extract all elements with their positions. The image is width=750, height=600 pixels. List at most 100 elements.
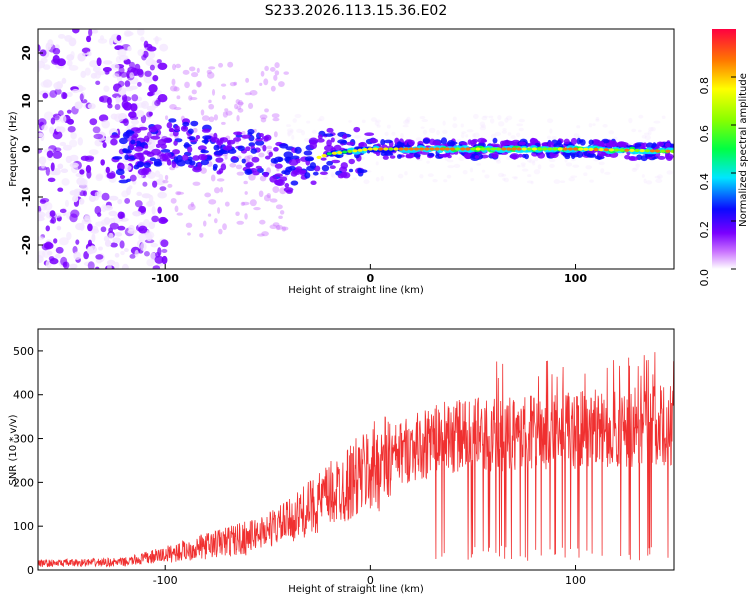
spectrogram-cell bbox=[122, 148, 127, 152]
spectrogram-cell bbox=[271, 113, 280, 119]
spectrogram-cell bbox=[465, 134, 469, 138]
spectrogram-cell bbox=[113, 113, 124, 123]
spectrogram-cell bbox=[87, 223, 93, 232]
spectrogram-cell bbox=[466, 129, 474, 133]
spectrogram-cell bbox=[547, 141, 555, 149]
snr-x-axis-label: Height of straight line (km) bbox=[288, 584, 424, 595]
spectrogram-cell bbox=[278, 215, 283, 220]
spectrogram-cell bbox=[114, 252, 120, 258]
spectrogram-cell bbox=[187, 128, 194, 135]
spectrogram-cell bbox=[331, 173, 336, 179]
spectrogram-cell bbox=[95, 221, 105, 227]
spectrogram-cell bbox=[190, 71, 199, 78]
spectrogram-cell bbox=[278, 81, 285, 87]
spectrogram-cell bbox=[360, 156, 365, 160]
spectrogram-cell bbox=[542, 147, 548, 151]
spectrogram-cell bbox=[188, 136, 196, 141]
spectrogram-cell bbox=[84, 214, 91, 221]
spectrogram-cell bbox=[274, 163, 283, 169]
spectrogram-cell bbox=[608, 130, 615, 135]
spectrogram-cell bbox=[495, 160, 502, 164]
spectrogram-cell bbox=[103, 205, 114, 211]
spectrogram-cell bbox=[202, 220, 207, 227]
spectrogram-cell bbox=[287, 131, 291, 137]
spectrogram-cell bbox=[77, 137, 84, 146]
spectrogram-cell bbox=[83, 251, 89, 260]
spectrogram-cell bbox=[546, 135, 551, 140]
spectrogram-cell bbox=[481, 169, 486, 173]
spectrogram-cell bbox=[647, 130, 652, 136]
spectrogram-cell bbox=[134, 200, 143, 208]
spectrogram-cell bbox=[306, 120, 311, 124]
spectrogram-cell bbox=[617, 141, 624, 147]
spectrogram-cell bbox=[549, 128, 553, 134]
spectrogram-cell bbox=[80, 70, 87, 79]
spectrogram-cell bbox=[38, 216, 45, 222]
spectrogram-cell bbox=[352, 177, 358, 181]
spectrogram-cell bbox=[600, 168, 605, 174]
spectrogram-cell bbox=[211, 88, 216, 96]
spectrogram-cell bbox=[133, 68, 141, 77]
spectrogram-cell bbox=[88, 149, 99, 156]
spectrogram-cell bbox=[570, 158, 577, 162]
spectrogram-cell bbox=[129, 174, 137, 182]
spectrogram-cell bbox=[176, 95, 181, 100]
spectrogram-cell bbox=[602, 124, 608, 128]
spectrogram-cell bbox=[259, 175, 267, 182]
snr-y-axis-label: SNR (10 * v/v) bbox=[8, 414, 19, 485]
spectrogram-cell bbox=[49, 170, 59, 176]
spectrogram-cell bbox=[460, 123, 464, 128]
spectrogram-cell bbox=[159, 43, 169, 52]
spectrogram-cell bbox=[576, 125, 581, 129]
spectrogram-cell bbox=[422, 138, 430, 144]
spectrogram-cell bbox=[47, 177, 56, 183]
spectrogram-cell bbox=[521, 168, 529, 172]
spectrogram-cell bbox=[95, 80, 101, 86]
spectrogram-cell bbox=[494, 131, 502, 136]
spectrogram-cell bbox=[258, 152, 265, 158]
spectrogram-cell bbox=[107, 264, 112, 269]
spectrogram-cell bbox=[147, 46, 157, 52]
spectrogram-cell bbox=[38, 205, 42, 213]
spectrogram-cell bbox=[323, 176, 329, 180]
spectrogram-cell bbox=[342, 172, 351, 179]
spectrogram-y-tick-label: 10 bbox=[20, 93, 33, 109]
spectrogram-cell bbox=[311, 129, 317, 134]
spectrogram-cell bbox=[245, 77, 250, 83]
spectrogram-cell bbox=[192, 127, 198, 133]
spectrogram-cell bbox=[189, 160, 196, 166]
spectrogram-cell bbox=[598, 148, 604, 152]
spectrogram-cell bbox=[480, 124, 486, 129]
spectrogram-cell bbox=[92, 126, 101, 134]
spectrogram-cell bbox=[47, 39, 54, 48]
spectrogram-cell bbox=[49, 258, 59, 265]
spectrogram-cell bbox=[96, 57, 102, 67]
spectrogram-cell bbox=[94, 205, 102, 215]
spectrogram-cell bbox=[563, 138, 570, 145]
spectrogram-cell bbox=[172, 63, 177, 71]
spectrogram-cell bbox=[182, 69, 190, 75]
spectrogram-cell bbox=[169, 85, 178, 92]
spectrogram-cell bbox=[583, 147, 589, 151]
spectrogram-cell bbox=[104, 239, 112, 247]
spectrogram-cell bbox=[408, 139, 415, 146]
spectrogram-cell bbox=[38, 44, 41, 52]
spectrogram-cell bbox=[502, 177, 506, 181]
spectrogram-cell bbox=[38, 60, 46, 69]
spectrogram-cell bbox=[112, 237, 122, 244]
spectrogram-cell bbox=[518, 118, 525, 123]
spectrogram-cell bbox=[106, 172, 116, 179]
spectrogram-cell bbox=[364, 132, 375, 137]
spectrogram-cell bbox=[128, 85, 138, 90]
spectrogram-cell bbox=[221, 95, 226, 100]
spectrogram-cell bbox=[226, 139, 231, 146]
spectrogram-cell bbox=[309, 142, 318, 150]
spectrogram-cell bbox=[73, 251, 81, 260]
spectrogram-cell bbox=[151, 206, 156, 215]
spectrogram-cell bbox=[421, 118, 429, 123]
spectrogram-cell bbox=[552, 147, 558, 151]
spectrogram-cell bbox=[187, 232, 191, 236]
spectrogram-cell bbox=[152, 265, 161, 269]
spectrogram-cell bbox=[592, 123, 596, 126]
